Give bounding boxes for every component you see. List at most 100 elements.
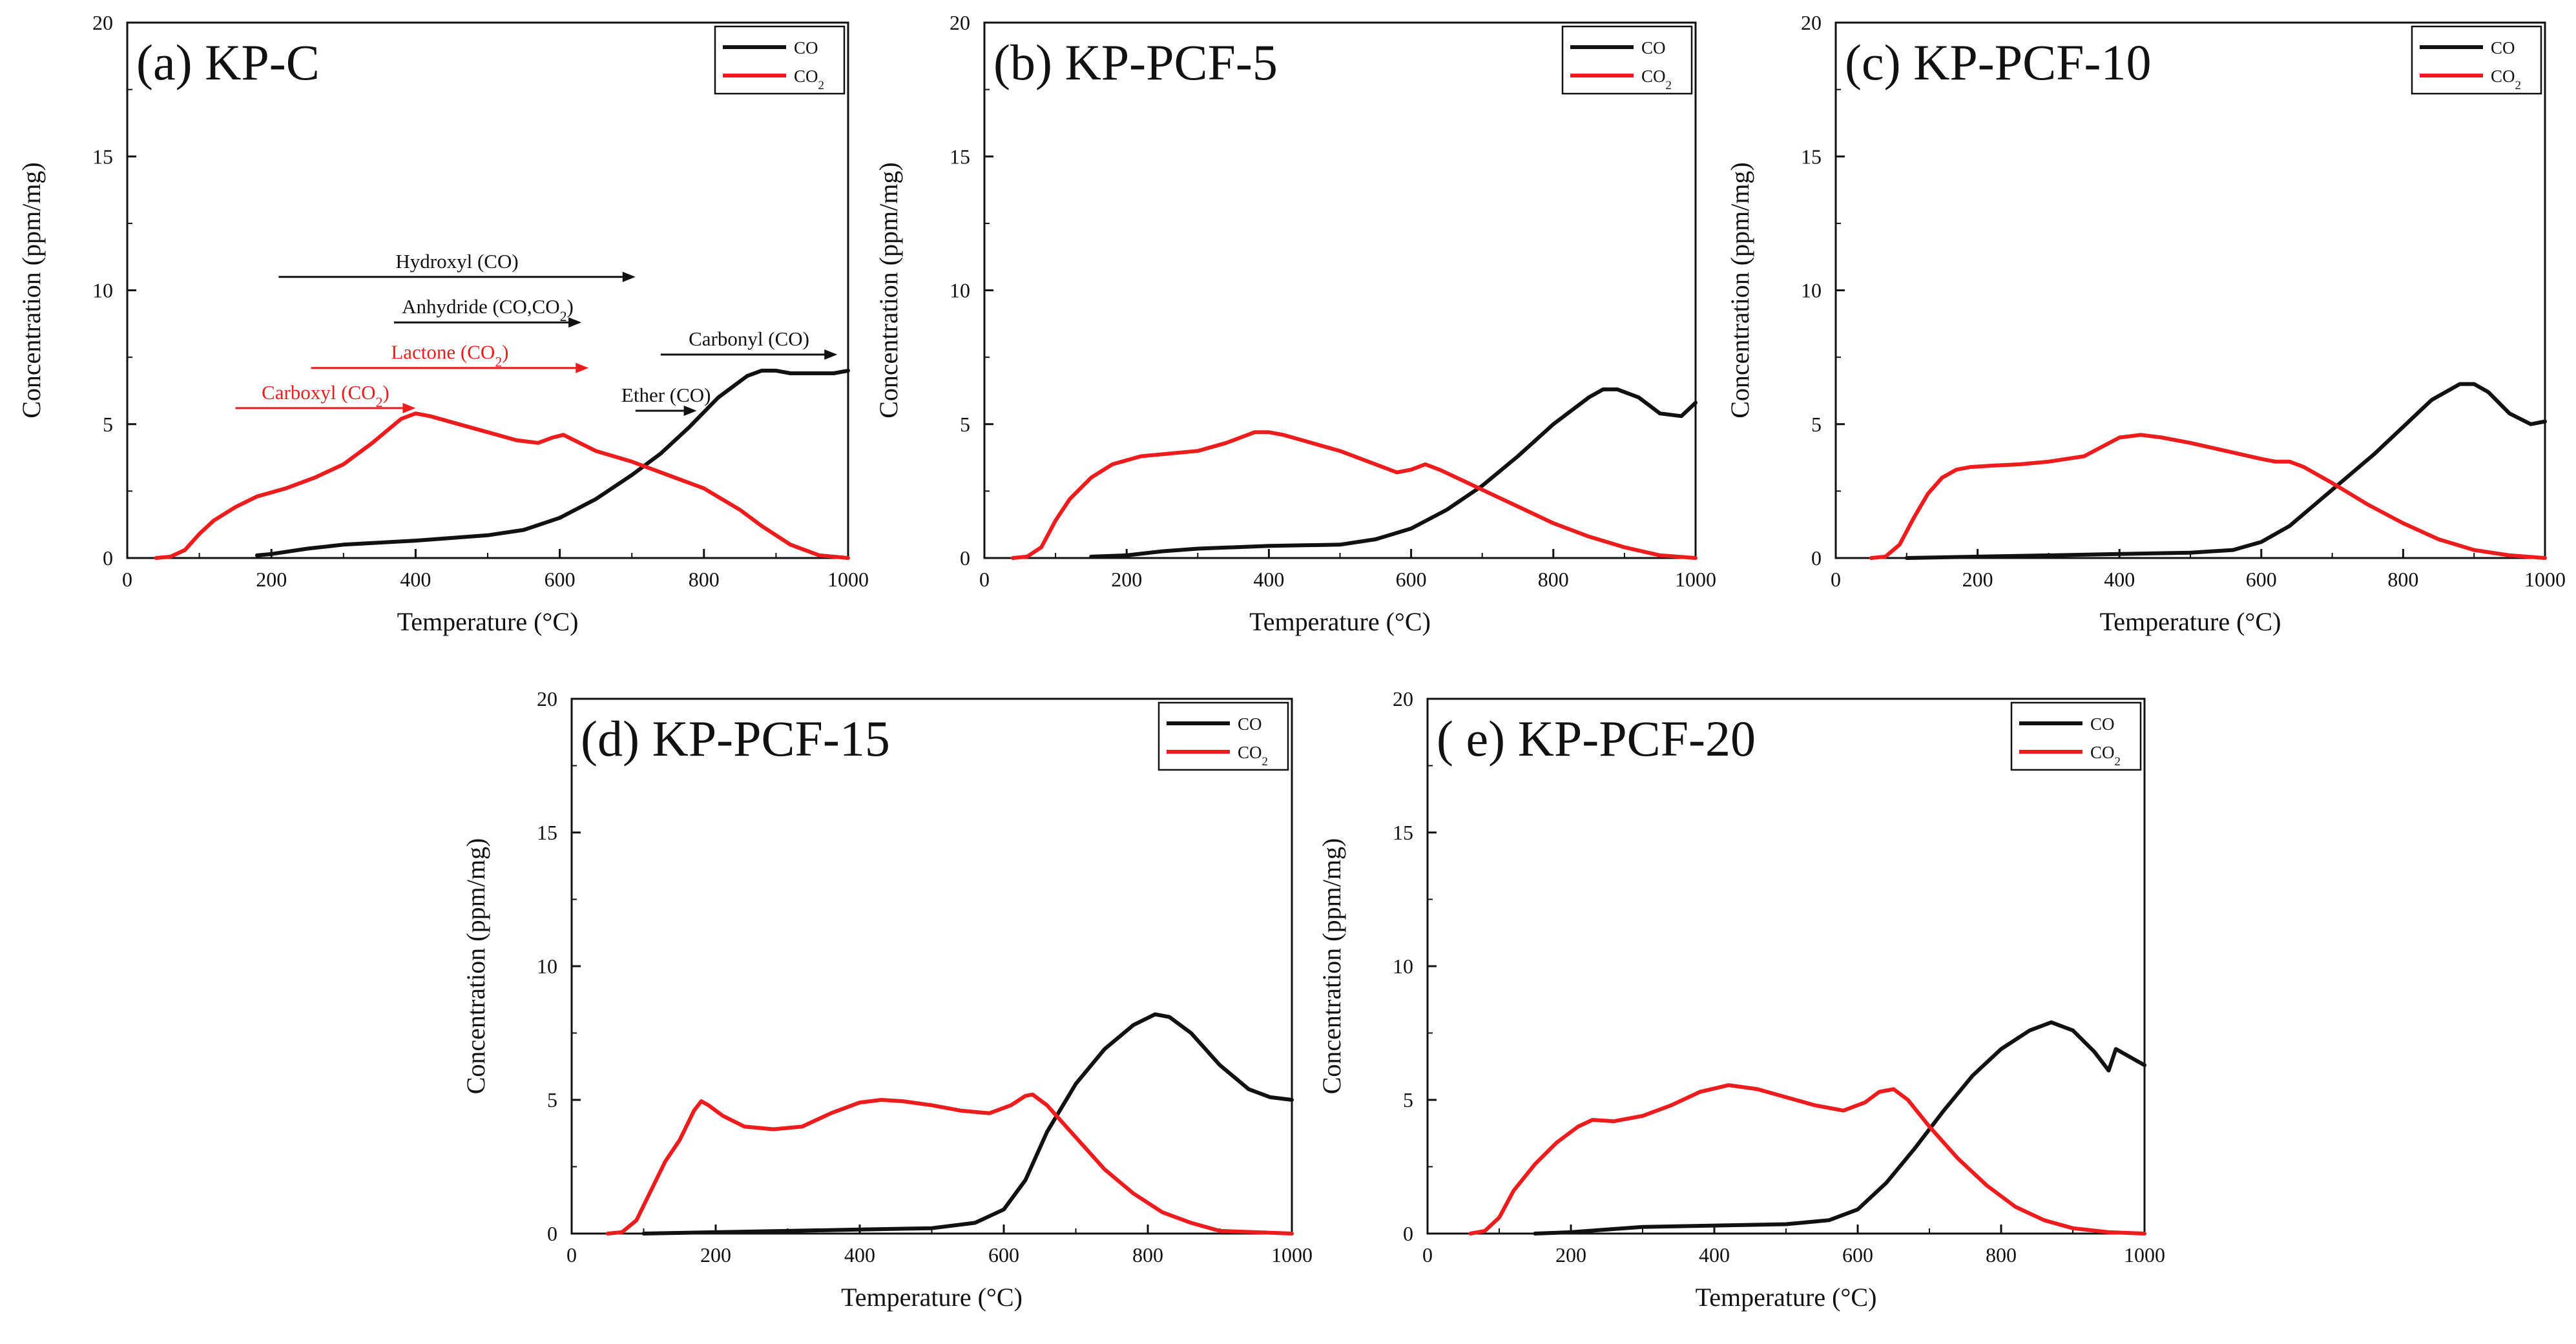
annotation-arrow: Carboxyl (CO2) [235, 381, 416, 413]
x-tick-label: 600 [1842, 1243, 1873, 1266]
series-line-co2 [605, 1092, 1294, 1235]
y-tick-label: 15 [92, 145, 113, 168]
x-axis-title: Temperature (°C) [841, 1283, 1023, 1312]
annotation-arrow: Lactone (CO2) [311, 341, 589, 373]
series-line-co [1089, 387, 1698, 559]
legend-label-co: CO [2090, 714, 2115, 734]
series-line-co2 [154, 411, 850, 560]
legend-box [2411, 25, 2542, 95]
y-tick-label: 5 [1811, 413, 1822, 436]
x-tick-label: 800 [2387, 568, 2418, 591]
annotation-arrow: Anhydride (CO,CO2) [393, 295, 582, 328]
annotation-label: Lactone (CO2) [391, 341, 508, 370]
x-tick-label: 0 [1422, 1243, 1433, 1266]
annotation-arrow: Hydroxyl (CO) [278, 250, 636, 282]
y-tick-label: 20 [537, 687, 557, 710]
x-tick-label: 0 [566, 1243, 577, 1266]
x-tick-label: 400 [400, 568, 431, 591]
annotation-label: Ether (CO) [621, 384, 711, 406]
legend-label-co: CO [794, 38, 818, 57]
annotation-arrowhead [402, 402, 416, 413]
chart-panel-4: 0 200 400 600 800 1000 0 5 10 15 20 Temperature (°C… [461, 687, 1313, 1312]
y-tick-label: 10 [1801, 279, 1822, 302]
y-tick-label: 5 [960, 413, 970, 436]
annotation-arrowhead [576, 362, 589, 373]
panel-title: (a) KP-C [136, 34, 320, 90]
x-axis-title: Temperature (°C) [397, 607, 579, 636]
panel-title: (c) KP-PCF-10 [1845, 34, 2152, 90]
legend-box [1158, 701, 1289, 771]
x-tick-label: 200 [256, 568, 287, 591]
y-tick-label: 20 [92, 11, 113, 34]
legend-label-co2: CO2 [1641, 67, 1672, 92]
legend: CO CO2 [2010, 701, 2142, 771]
annotation-label: Carbonyl (CO) [689, 327, 809, 350]
annotation-arrowhead [568, 317, 582, 328]
series-line-co2 [1011, 430, 1698, 560]
legend-label-co2: CO2 [2491, 67, 2521, 92]
x-tick-label: 600 [1396, 568, 1427, 591]
annotation-arrowhead [622, 271, 636, 282]
x-tick-label: 1000 [1271, 1243, 1313, 1266]
x-tick-label: 200 [1111, 568, 1142, 591]
y-tick-label: 0 [960, 546, 970, 570]
x-tick-label: 1000 [827, 568, 869, 591]
x-tick-label: 600 [2246, 568, 2277, 591]
panel-title: (d) KP-PCF-15 [581, 710, 890, 767]
series-line-co2 [1869, 433, 2547, 560]
panel-title: (b) KP-PCF-5 [993, 34, 1278, 90]
annotation-arrowhead [824, 349, 838, 360]
legend-box [714, 25, 846, 95]
y-tick-label: 5 [103, 413, 113, 436]
x-tick-label: 200 [700, 1243, 731, 1266]
plot-frame [126, 21, 849, 559]
annotation-label: Carboxyl (CO2) [262, 381, 390, 410]
legend-label-co: CO [1238, 714, 1262, 734]
y-tick-label: 20 [1801, 11, 1822, 34]
annotation-arrowhead [683, 406, 697, 417]
y-tick-label: 10 [950, 279, 970, 302]
plot-frame [1426, 698, 2146, 1235]
x-tick-label: 800 [1538, 568, 1569, 591]
legend-box [1561, 25, 1693, 95]
panel-title: ( e) KP-PCF-20 [1437, 710, 1756, 767]
chart-panel-2: 0 200 400 600 800 1000 0 5 10 15 20 Temperature (°C… [874, 11, 1716, 636]
x-tick-label: 400 [1699, 1243, 1730, 1266]
x-tick-label: 800 [689, 568, 720, 591]
x-tick-label: 400 [2104, 568, 2135, 591]
y-tick-label: 5 [547, 1088, 557, 1111]
legend-label-co: CO [1641, 38, 1666, 57]
y-tick-label: 15 [1393, 821, 1413, 844]
y-tick-label: 0 [1403, 1222, 1413, 1245]
series-line-co [641, 1012, 1294, 1235]
y-axis-title: Concentration (ppm/mg) [461, 838, 490, 1095]
x-tick-label: 600 [545, 568, 576, 591]
x-tick-label: 0 [979, 568, 990, 591]
annotation-arrow: Carbonyl (CO) [660, 327, 838, 360]
annotation-label: Anhydride (CO,CO2) [402, 295, 574, 324]
y-tick-label: 20 [950, 11, 970, 34]
series-line-co [254, 368, 850, 557]
series-line-co2 [1468, 1083, 2146, 1235]
legend-label-co2: CO2 [1238, 743, 1268, 769]
x-tick-label: 1000 [2524, 568, 2566, 591]
series-line-co [1904, 382, 2547, 560]
y-axis-title: Concentration (ppm/mg) [1725, 162, 1754, 419]
legend: CO CO2 [1561, 25, 1693, 95]
plot-frame [570, 698, 1293, 1235]
y-axis-title: Concentration (ppm/mg) [17, 162, 46, 419]
y-axis-title: Concentration (ppm/mg) [1317, 838, 1346, 1095]
y-tick-label: 15 [1801, 145, 1822, 168]
x-tick-label: 1000 [1675, 568, 1716, 591]
x-tick-label: 0 [1831, 568, 1841, 591]
y-tick-label: 15 [537, 821, 557, 844]
legend-label-co2: CO2 [794, 67, 824, 92]
chart-panel-1: 0 200 400 600 800 1000 0 5 10 15 20 Temperature (°C… [17, 11, 869, 636]
series-line-co [1533, 1020, 2146, 1235]
y-tick-label: 0 [547, 1222, 557, 1245]
annotation-label: Hydroxyl (CO) [395, 250, 518, 273]
y-tick-label: 10 [537, 955, 557, 978]
x-tick-label: 600 [988, 1243, 1019, 1266]
x-tick-label: 200 [1555, 1243, 1586, 1266]
